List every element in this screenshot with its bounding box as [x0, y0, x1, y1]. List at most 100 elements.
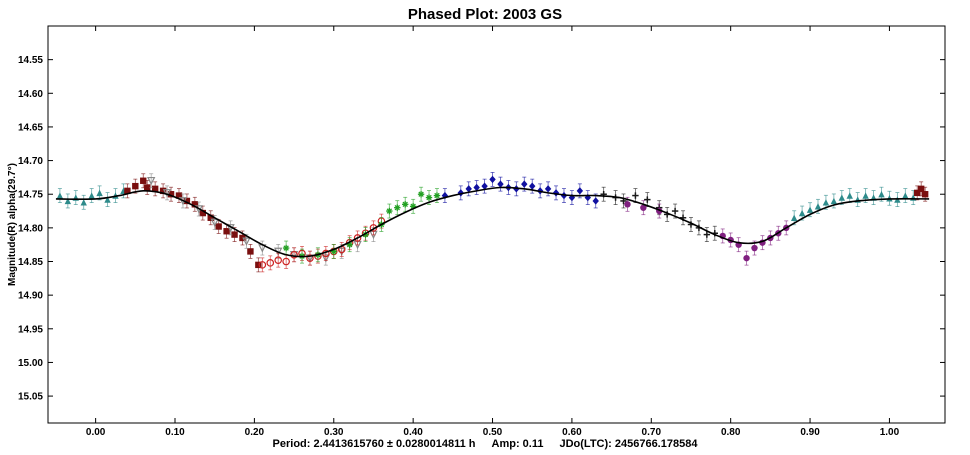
data-point	[544, 185, 552, 193]
x-tick-label: 1.00	[880, 427, 900, 438]
data-point	[576, 187, 584, 195]
data-point	[830, 197, 838, 205]
data-point	[426, 194, 432, 201]
y-axis-label: Magnitude(R) alpha(29.7°)	[7, 163, 18, 286]
data-point	[274, 256, 283, 264]
data-point	[306, 254, 314, 262]
period-label: Period: 2.4413615760 ± 0.0280014811 h	[272, 438, 476, 450]
data-point	[132, 182, 139, 190]
data-point	[258, 261, 267, 269]
data-point	[640, 204, 647, 211]
data-point	[290, 250, 298, 259]
data-point	[862, 192, 869, 199]
data-point	[806, 206, 814, 213]
data-point	[878, 191, 885, 198]
data-point	[124, 187, 131, 195]
data-point	[473, 183, 480, 192]
data-point	[215, 223, 222, 230]
data-point	[418, 191, 424, 197]
y-tick-label: 14.85	[18, 257, 43, 268]
data-point	[838, 194, 846, 201]
data-point	[167, 191, 175, 198]
y-tick-label: 15.00	[18, 358, 43, 369]
data-point	[902, 192, 909, 199]
y-tick-label: 14.90	[18, 291, 43, 302]
data-point	[402, 201, 408, 208]
data-point	[255, 261, 262, 269]
data-point	[790, 214, 798, 221]
data-point	[592, 197, 599, 205]
x-tick-label: 0.40	[403, 427, 423, 438]
x-tick-label: 0.20	[245, 427, 265, 438]
data-point	[489, 175, 496, 184]
data-point	[199, 209, 206, 217]
data-point	[151, 185, 159, 193]
data-point	[144, 184, 151, 191]
data-point	[96, 189, 103, 197]
x-tick-label: 0.10	[165, 427, 185, 438]
data-point	[210, 218, 219, 228]
data-point	[64, 197, 72, 205]
fit-curve	[55, 186, 930, 258]
data-point	[917, 185, 925, 193]
data-point	[497, 180, 504, 188]
x-tick-label: 0.60	[562, 427, 582, 438]
data-point	[231, 231, 238, 238]
y-tick-label: 15.05	[18, 392, 43, 403]
jdo-label: JDo(LTC): 2456766.178584	[559, 438, 698, 450]
data-point	[743, 254, 750, 262]
chart-title: Phased Plot: 2003 GS	[407, 6, 563, 23]
data-point	[624, 201, 631, 208]
data-point	[183, 197, 191, 205]
x-tick-label: 0.30	[324, 427, 344, 438]
data-point	[822, 199, 830, 206]
x-tick-label: 0.80	[721, 427, 741, 438]
data-point	[529, 182, 536, 190]
data-point	[921, 191, 929, 198]
data-point	[88, 192, 95, 199]
data-point	[147, 176, 156, 186]
x-tick-label: 0.00	[86, 427, 106, 438]
data-point	[162, 189, 172, 198]
data-point	[394, 204, 400, 211]
data-point	[283, 245, 289, 251]
data-point	[104, 196, 111, 203]
y-tick-label: 14.55	[18, 55, 43, 66]
data-point	[751, 244, 758, 252]
data-point	[434, 192, 440, 199]
x-tick-label: 0.50	[483, 427, 503, 438]
data-point	[410, 203, 416, 210]
y-tick-label: 14.70	[18, 156, 43, 167]
data-point	[846, 192, 853, 199]
plot-frame	[47, 25, 946, 424]
x-tick-label: 0.70	[642, 427, 662, 438]
amp-label: Amp: 0.11	[491, 438, 544, 450]
y-tick-label: 14.75	[18, 190, 43, 201]
data-point	[239, 234, 246, 242]
y-tick-label: 14.80	[18, 223, 43, 234]
data-point	[140, 177, 147, 184]
x-tick-label: 0.90	[800, 427, 820, 438]
data-point	[353, 234, 362, 242]
data-point	[331, 248, 337, 255]
data-point	[207, 214, 214, 221]
data-point	[386, 208, 393, 214]
data-point	[191, 201, 199, 208]
data-point	[914, 189, 921, 197]
data-point	[798, 209, 806, 217]
data-point	[242, 237, 251, 246]
data-point	[266, 259, 275, 267]
data-point	[247, 248, 254, 255]
data-point	[175, 192, 183, 199]
footer: Period: 2.4413615760 ± 0.0280014811 h Amp…	[0, 438, 970, 450]
data-point	[80, 199, 87, 206]
y-tick-label: 14.60	[18, 89, 43, 100]
data-point	[521, 180, 528, 188]
data-point	[465, 185, 472, 193]
data-point	[282, 257, 290, 266]
data-point	[56, 192, 64, 199]
data-point	[223, 228, 230, 235]
y-tick-label: 14.65	[18, 122, 43, 133]
